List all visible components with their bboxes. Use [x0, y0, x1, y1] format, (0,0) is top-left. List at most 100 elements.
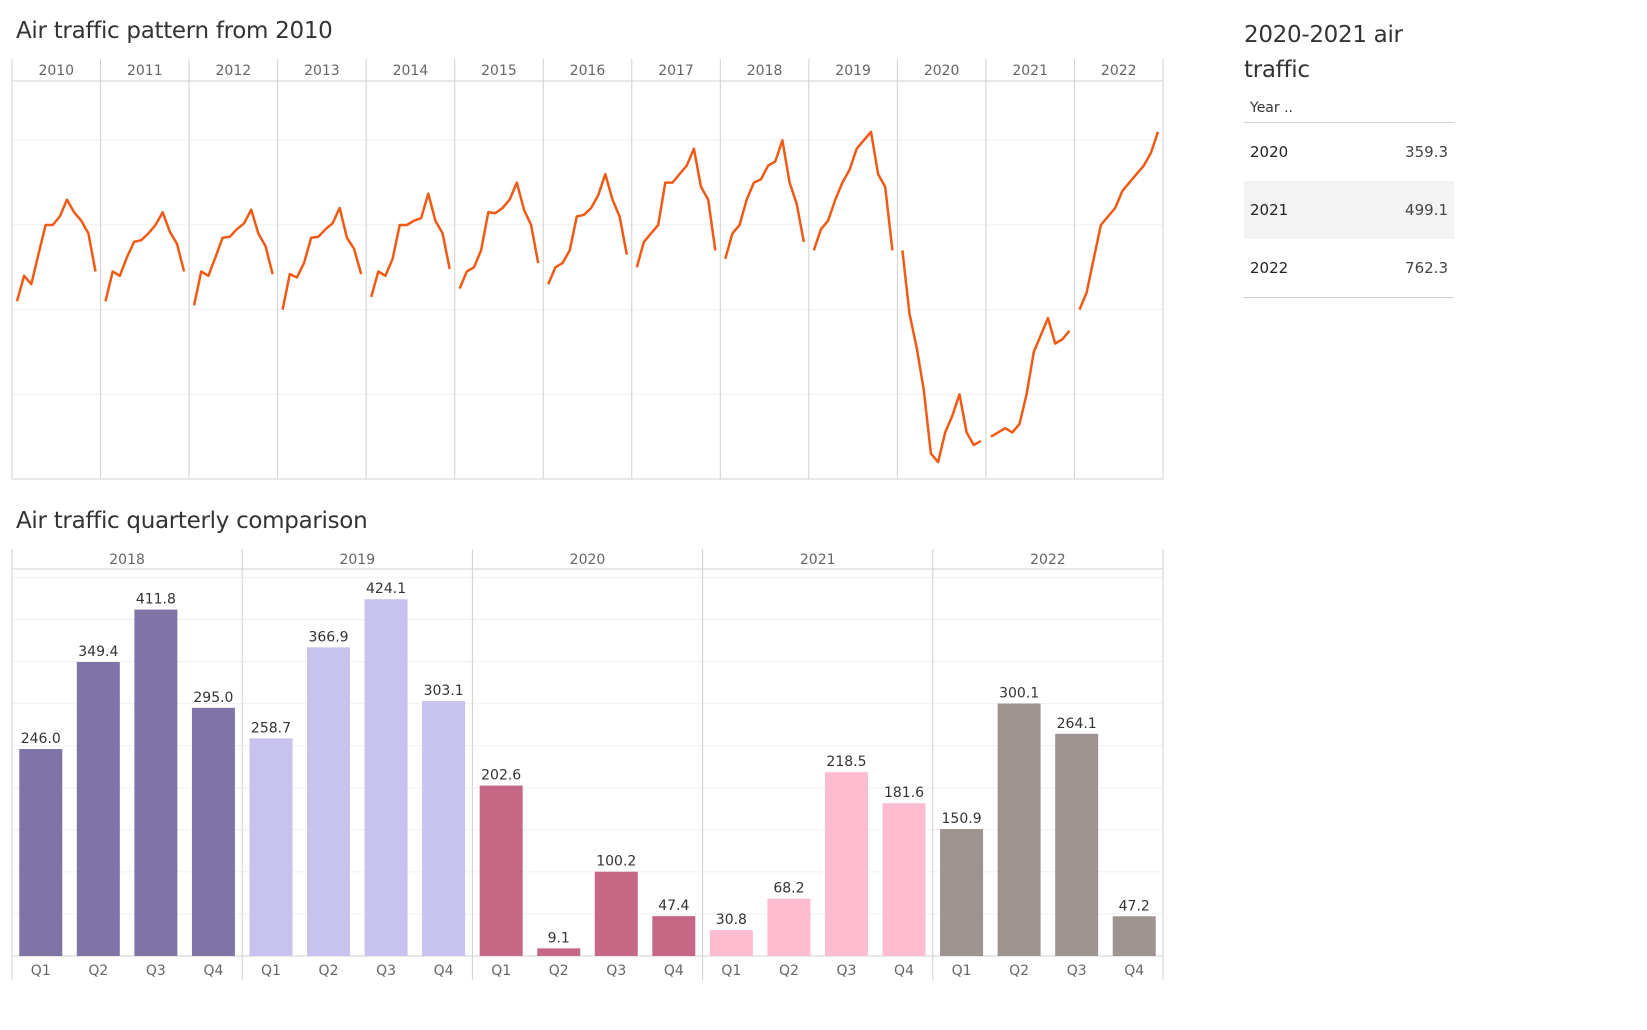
data-label: 30.8	[716, 912, 747, 928]
side-table-row[interactable]: 2020 359.3	[1244, 123, 1454, 181]
tick-label: Q2	[1009, 963, 1029, 979]
panel-label: 2016	[570, 63, 606, 79]
data-label: 68.2	[773, 881, 804, 897]
bar	[76, 662, 120, 956]
tick-label: Q1	[952, 963, 972, 979]
data-label: 150.9	[942, 811, 982, 827]
panel-label: 2012	[216, 63, 252, 79]
data-label: 424.1	[366, 581, 406, 597]
bar	[422, 701, 466, 956]
row-value: 359.3	[1405, 143, 1448, 161]
tick-label: Q1	[491, 963, 511, 979]
data-label: 202.6	[481, 768, 521, 784]
series-line-2021	[990, 316, 1071, 438]
data-label: 411.8	[136, 592, 176, 608]
panel-label: 2013	[304, 63, 340, 79]
data-label: 47.2	[1119, 898, 1150, 914]
bar	[364, 599, 408, 956]
bar	[1112, 916, 1156, 956]
series-line-2020	[901, 250, 982, 464]
group-label: 2019	[339, 552, 375, 568]
tick-label: Q4	[434, 963, 454, 979]
series-line-2014	[369, 192, 451, 298]
series-line-2017	[635, 147, 717, 268]
group-label: 2021	[800, 552, 836, 568]
line-chart: 2010 2011 2012 2013 2014 2015 2016 2017 2018 2019…	[11, 59, 1164, 480]
bar	[882, 803, 926, 956]
tick-label: Q1	[261, 963, 281, 979]
tick-label: Q2	[779, 963, 799, 979]
bar-chart-title: Air traffic quarterly comparison	[16, 508, 368, 534]
group-label: 2022	[1030, 552, 1066, 568]
series-line-2019	[812, 130, 894, 251]
panel-label: 2011	[127, 63, 163, 79]
tick-label: Q3	[606, 963, 626, 979]
data-label: 264.1	[1057, 716, 1097, 732]
tick-label: Q3	[1067, 963, 1087, 979]
bar	[997, 703, 1041, 956]
panel-label: 2017	[658, 63, 694, 79]
side-panel: 2020-2021 air traffic Year .. 2020 359.3…	[1244, 18, 1454, 298]
bar	[249, 738, 293, 956]
data-label: 9.1	[548, 930, 570, 946]
panel-label: 2010	[38, 63, 74, 79]
bar	[709, 930, 753, 956]
data-label: 300.1	[999, 686, 1039, 702]
tick-label: Q3	[146, 963, 166, 979]
series-line-2015	[458, 181, 540, 289]
tick-label: Q1	[721, 963, 741, 979]
series-line-2022	[1078, 131, 1160, 311]
bar	[594, 871, 638, 956]
bar	[479, 785, 523, 956]
tick-label: Q2	[88, 963, 108, 979]
tick-label: Q1	[31, 963, 51, 979]
series-line-2010	[15, 198, 97, 302]
series-line-2012	[192, 208, 274, 306]
bar	[537, 948, 581, 956]
bar	[652, 916, 696, 956]
data-label: 295.0	[193, 690, 233, 706]
side-table: 2020 359.3 2021 499.1 2022 762.3	[1244, 123, 1454, 298]
row-year: 2021	[1250, 201, 1289, 219]
tick-label: Q4	[664, 963, 684, 979]
group-label: 2018	[109, 552, 145, 568]
data-label: 246.0	[21, 731, 61, 747]
group-label: 2020	[570, 552, 606, 568]
bar	[191, 707, 235, 956]
row-year: 2020	[1250, 143, 1289, 161]
bar-chart: 2018 246.0 Q1 349.4 Q2 411.8 Q3 295.0 Q4 2019 258.…	[11, 549, 1164, 980]
bar	[1055, 733, 1099, 956]
row-value: 762.3	[1405, 259, 1448, 277]
tick-label: Q2	[549, 963, 569, 979]
data-label: 181.6	[884, 785, 924, 801]
tick-label: Q4	[1124, 963, 1144, 979]
side-table-row[interactable]: 2021 499.1	[1244, 181, 1454, 239]
data-label: 100.2	[596, 854, 636, 870]
data-label: 366.9	[308, 629, 348, 645]
side-table-header[interactable]: Year ..	[1244, 100, 1454, 123]
row-value: 499.1	[1405, 201, 1448, 219]
side-table-row[interactable]: 2022 762.3	[1244, 239, 1454, 297]
panel-label: 2020	[924, 63, 960, 79]
panel-label: 2015	[481, 63, 517, 79]
data-label: 47.4	[658, 898, 689, 914]
panel-label: 2022	[1101, 63, 1137, 79]
tick-label: Q4	[203, 963, 223, 979]
row-year: 2022	[1250, 259, 1289, 277]
data-label: 218.5	[826, 754, 866, 770]
tick-label: Q3	[837, 963, 857, 979]
series-line-2011	[104, 211, 186, 302]
bar	[824, 772, 868, 956]
data-label: 303.1	[424, 683, 464, 699]
data-label: 349.4	[78, 644, 118, 660]
series-line-2016	[547, 172, 629, 285]
data-label: 258.7	[251, 720, 291, 736]
series-line-2018	[724, 139, 806, 260]
tick-label: Q3	[376, 963, 396, 979]
panel-label: 2014	[393, 63, 429, 79]
side-panel-title: 2020-2021 air traffic	[1244, 22, 1403, 83]
tick-label: Q4	[894, 963, 914, 979]
bar	[767, 898, 811, 956]
bar	[19, 749, 63, 956]
bar	[307, 647, 351, 956]
